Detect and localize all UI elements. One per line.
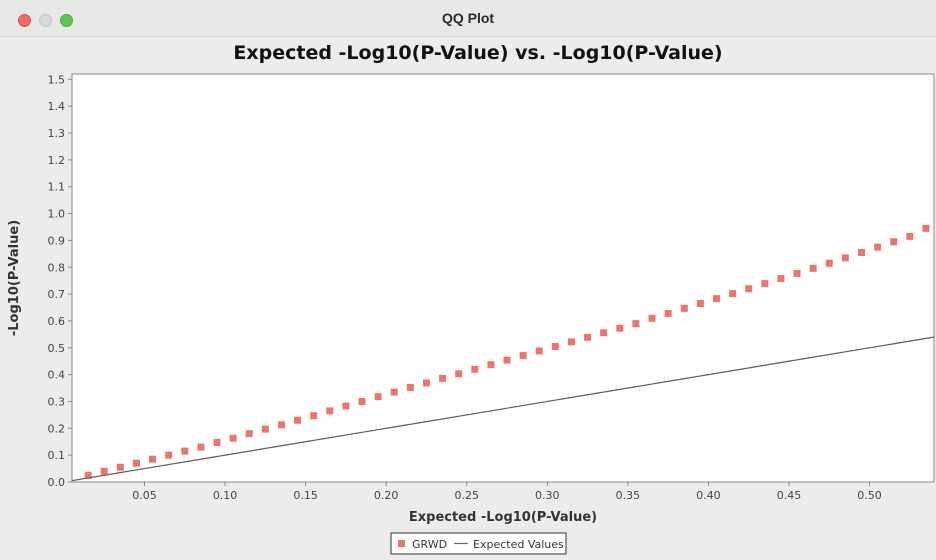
legend-label-grwd: GRWD xyxy=(412,538,447,551)
y-tick-label: 1.5 xyxy=(48,73,66,86)
x-tick-label: 0.40 xyxy=(696,489,721,502)
y-tick-label: 1.4 xyxy=(48,100,66,113)
grwd-point xyxy=(519,352,527,360)
grwd-point xyxy=(310,412,318,420)
grwd-point xyxy=(922,224,930,232)
grwd-point xyxy=(648,314,656,322)
grwd-point xyxy=(84,471,92,479)
grwd-point xyxy=(567,338,575,346)
close-window-button[interactable] xyxy=(18,14,31,27)
grwd-point xyxy=(680,304,688,312)
grwd-point xyxy=(857,249,865,256)
grwd-point xyxy=(632,320,640,328)
grwd-point xyxy=(664,309,672,317)
grwd-point xyxy=(197,443,205,451)
expected-values-line xyxy=(71,336,935,482)
grwd-point xyxy=(777,275,785,283)
grwd-point xyxy=(390,388,398,396)
y-tick-label: 0.4 xyxy=(48,369,66,382)
grwd-point xyxy=(729,290,737,298)
grwd-point xyxy=(374,393,382,401)
grwd-point xyxy=(841,254,849,262)
grwd-point xyxy=(890,238,898,246)
x-tick-label: 0.10 xyxy=(213,489,238,502)
minimize-window-button[interactable] xyxy=(39,14,52,27)
x-tick-label: 0.25 xyxy=(454,489,479,502)
plot-marks xyxy=(71,224,935,482)
grwd-point xyxy=(342,402,350,410)
y-tick-label: 1.0 xyxy=(48,208,66,221)
grwd-point xyxy=(165,451,173,459)
grwd-point xyxy=(761,280,769,288)
grwd-point xyxy=(181,447,189,455)
legend-label-expected: Expected Values xyxy=(473,538,564,551)
grwd-point xyxy=(471,365,479,373)
y-tick-label: 0.7 xyxy=(48,288,66,301)
grwd-point xyxy=(584,333,592,341)
y-tick-label: 1.1 xyxy=(48,181,66,194)
x-tick-label: 0.05 xyxy=(132,489,157,502)
y-tick-label: 1.2 xyxy=(48,154,66,167)
y-tick-label: 0.2 xyxy=(48,422,66,435)
x-tick-label: 0.50 xyxy=(857,489,882,502)
grwd-point xyxy=(294,416,302,424)
maximize-window-button[interactable] xyxy=(60,14,73,27)
legend-marker-grwd xyxy=(398,540,405,547)
grwd-point xyxy=(406,384,414,392)
y-axis-label: -Log10(P-Value) xyxy=(7,220,22,336)
grwd-point xyxy=(535,347,543,355)
grwd-point xyxy=(551,342,559,350)
grwd-point xyxy=(825,259,833,267)
x-axis-label: Expected -Log10(P-Value) xyxy=(409,510,597,525)
grwd-point xyxy=(712,295,720,303)
grwd-point xyxy=(326,407,334,415)
chart-title: Expected -Log10(P-Value) vs. -Log10(P-Va… xyxy=(233,42,722,64)
x-tick-label: 0.20 xyxy=(374,489,399,502)
qq-plot-chart: Expected -Log10(P-Value) vs. -Log10(P-Va… xyxy=(7,42,935,555)
y-tick-label: 0.9 xyxy=(48,234,66,247)
grwd-point xyxy=(100,467,108,475)
grwd-point xyxy=(132,459,140,467)
y-tick-label: 0.3 xyxy=(48,395,66,408)
grwd-point xyxy=(422,379,430,387)
y-tick-label: 0.0 xyxy=(48,476,66,489)
window-title: QQ Plot xyxy=(441,10,495,26)
grwd-point xyxy=(149,455,157,463)
grwd-point xyxy=(906,232,914,240)
window-titlebar: QQ Plot xyxy=(0,0,936,37)
y-tick-label: 0.1 xyxy=(48,449,66,462)
x-axis: 0.05 0.10 0.15 0.20 0.25 0.30 0.35 0.40 0.45 0.50 xyxy=(132,482,882,502)
y-axis: 0.0 0.1 0.2 0.3 0.4 0.5 0.6 0.7 0.8 0.9 1.0 1.1 1.2 1… xyxy=(48,73,72,489)
y-tick-label: 0.6 xyxy=(48,315,66,328)
grwd-point xyxy=(116,463,124,471)
x-tick-label: 0.30 xyxy=(535,489,560,502)
grwd-point xyxy=(261,425,269,433)
grwd-point xyxy=(213,439,221,447)
legend: GRWD Expected Values xyxy=(390,532,567,555)
x-tick-label: 0.35 xyxy=(616,489,641,502)
y-tick-label: 0.5 xyxy=(48,342,66,355)
x-tick-label: 0.45 xyxy=(777,489,802,502)
grwd-point xyxy=(874,243,882,251)
grwd-point xyxy=(245,430,253,438)
grwd-point xyxy=(745,285,753,293)
grwd-point xyxy=(229,434,237,442)
grwd-point xyxy=(455,370,463,378)
grwd-point xyxy=(616,324,624,332)
grwd-point xyxy=(487,361,495,369)
plot-area xyxy=(71,73,935,483)
y-tick-label: 1.3 xyxy=(48,127,66,140)
grwd-point xyxy=(696,300,704,307)
grwd-point xyxy=(503,356,511,364)
x-tick-label: 0.15 xyxy=(293,489,318,502)
grwd-point xyxy=(277,421,285,429)
grwd-point xyxy=(809,264,817,272)
grwd-point xyxy=(358,397,366,405)
grwd-point xyxy=(439,374,447,382)
grwd-point xyxy=(600,329,608,337)
grwd-point xyxy=(793,269,801,277)
y-tick-label: 0.8 xyxy=(48,261,66,274)
legend-box xyxy=(390,532,567,555)
